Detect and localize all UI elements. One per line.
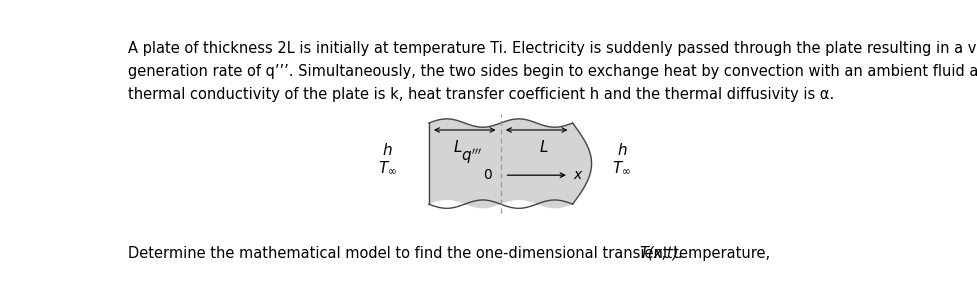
Text: $T_\infty$: $T_\infty$	[613, 160, 631, 176]
Text: $L$: $L$	[452, 139, 462, 155]
Text: generation rate of q’’’. Simultaneously, the two sides begin to exchange heat by: generation rate of q’’’. Simultaneously,…	[128, 64, 977, 79]
Text: T(x,t).: T(x,t).	[639, 246, 683, 261]
Text: $q'''$: $q'''$	[461, 147, 483, 166]
Text: $L$: $L$	[539, 139, 549, 155]
Text: $0$: $0$	[484, 168, 493, 182]
Text: $x$: $x$	[573, 168, 583, 182]
Text: $h$: $h$	[382, 142, 393, 158]
Polygon shape	[429, 119, 591, 208]
Text: thermal conductivity of the plate is k, heat transfer coefficient h and the ther: thermal conductivity of the plate is k, …	[128, 87, 834, 102]
Text: Determine the mathematical model to find the one-dimensional transient temperatu: Determine the mathematical model to find…	[128, 246, 775, 261]
Text: $h$: $h$	[616, 142, 627, 158]
Text: A plate of thickness 2L is initially at temperature Ti. Electricity is suddenly : A plate of thickness 2L is initially at …	[128, 41, 977, 56]
Text: $T_\infty$: $T_\infty$	[378, 160, 397, 176]
